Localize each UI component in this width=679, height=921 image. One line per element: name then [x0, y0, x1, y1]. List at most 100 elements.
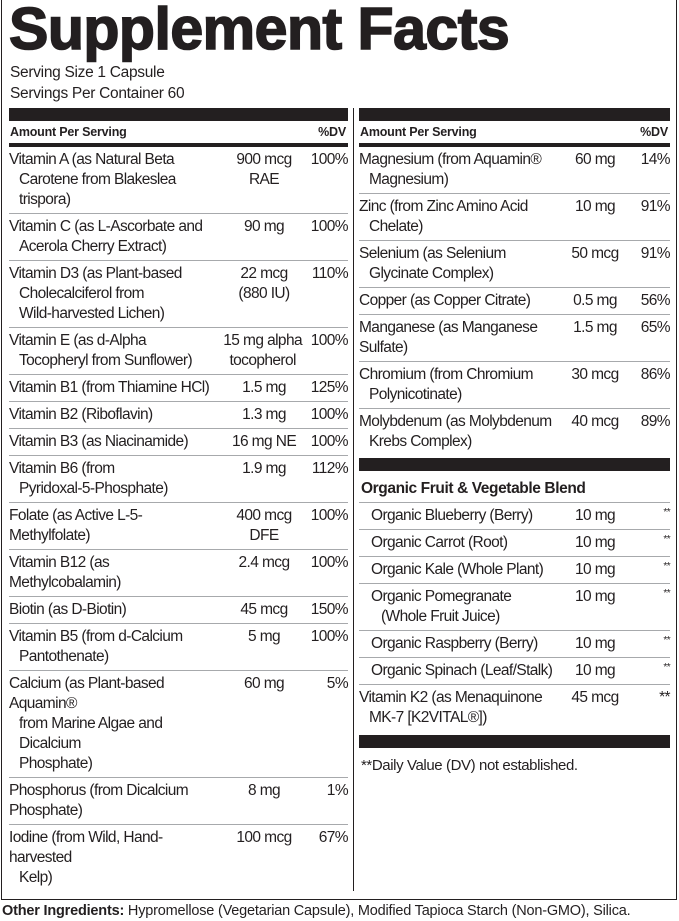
- nutrient-name: Calcium (as Plant-based Aquamin® from Mar…: [9, 674, 222, 774]
- nutrient-dv: **: [663, 534, 670, 545]
- nutrient-row: Organic Spinach (Leaf/Stalk) 10 mg **: [359, 658, 671, 684]
- nutrient-amount: 8 mg: [222, 781, 302, 821]
- dv-label: %DV: [318, 125, 346, 139]
- nutrient-amount: 900 mcg RAE: [222, 150, 302, 210]
- nutrient-amount: 400 mcg DFE: [222, 506, 302, 546]
- nutrient-dv: **: [663, 662, 670, 673]
- nutrient-amount: 0.5 mg: [558, 291, 628, 311]
- nutrient-name-line: Krebs Complex): [369, 433, 472, 450]
- right-column: Amount Per Serving %DV Magnesium (from A…: [354, 108, 671, 891]
- nutrient-row: Iodine (from Wild, Hand-harvested Kelp) 10…: [9, 825, 349, 891]
- nutrient-amount: 45 mcg: [558, 688, 628, 728]
- nutrient-name-line: Folate (as Active L-5-Methylfolate): [9, 507, 143, 544]
- amount-line: 2.4 mcg: [238, 554, 291, 571]
- nutrient-name-line: Organic Kale (Whole Plant): [371, 561, 544, 578]
- nutrient-name-line: Biotin (as D-Biotin): [9, 601, 127, 618]
- nutrient-name-line: MK-7 [K2VITAL®]): [369, 709, 487, 726]
- nutrient-amount: 30 mcg: [558, 365, 628, 405]
- amount-line: 1.5 mg: [573, 319, 617, 336]
- nutrient-name: Iodine (from Wild, Hand-harvested Kelp): [9, 828, 222, 888]
- amount-line: 40 mcg: [571, 413, 619, 430]
- nutrient-name-line: Vitamin B12 (as Methylcobalamin): [9, 554, 121, 591]
- nutrient-dv: 89%: [640, 413, 671, 430]
- amount-line: 16 mg NE: [231, 433, 297, 450]
- amount-line: 22 mcg: [240, 265, 288, 282]
- supplement-facts-panel: Supplement Facts Serving Size 1 Capsule …: [1, 0, 677, 900]
- nutrient-name: Vitamin A (as Natural Beta Carotene from …: [9, 150, 222, 210]
- amount-line: 60 mg: [243, 675, 285, 692]
- nutrient-row: Manganese (as Manganese Sulfate) 1.5 mg 65…: [359, 315, 671, 362]
- nutrient-name: Biotin (as D-Biotin): [9, 600, 222, 620]
- column-header: Amount Per Serving %DV: [9, 121, 348, 143]
- nutrient-name-line: Kelp): [19, 869, 53, 886]
- amount-per-serving-label: Amount Per Serving: [360, 125, 477, 139]
- footnote: **Daily Value (DV) not established.: [361, 757, 578, 774]
- nutrient-row: Vitamin B12 (as Methylcobalamin) 2.4 mcg 1…: [9, 550, 349, 597]
- nutrient-row: Magnesium (from Aquamin® Magnesium) 60 mg 1…: [359, 147, 671, 194]
- facts-columns: Amount Per Serving %DV Vitamin A (as Nat…: [9, 108, 671, 891]
- amount-line: 100 mcg: [236, 829, 292, 846]
- nutrient-name-line: Selenium (as Selenium: [359, 245, 506, 262]
- nutrient-row: Vitamin B6 (from Pyridoxal-5-Phosphate) 1.…: [9, 456, 349, 503]
- nutrient-name-line: Vitamin A (as Natural Beta: [9, 151, 175, 168]
- nutrient-dv: 91%: [640, 198, 671, 215]
- nutrient-row: Calcium (as Plant-based Aquamin® from Mar…: [9, 671, 349, 778]
- nutrient-row: Chromium (from Chromium Polynicotinate) 30…: [359, 362, 671, 409]
- nutrient-dv: **: [663, 635, 670, 646]
- nutrient-dv: 67%: [318, 829, 349, 846]
- nutrient-row: Biotin (as D-Biotin) 45 mcg 150%: [9, 597, 349, 624]
- nutrient-name: Organic Spinach (Leaf/Stalk): [359, 661, 558, 681]
- nutrient-list-right: Magnesium (from Aquamin® Magnesium) 60 mg 1…: [359, 147, 671, 455]
- amount-line: 10 mg: [574, 588, 616, 605]
- amount-line: 1.9 mg: [242, 460, 286, 477]
- nutrient-amount: 50 mcg: [558, 244, 628, 284]
- nutrient-row: Phosphorus (from Dicalcium Phosphate) 8 m…: [9, 778, 349, 825]
- nutrient-dv: 91%: [640, 245, 671, 262]
- blend-title: Organic Fruit & Vegetable Blend: [359, 471, 670, 503]
- nutrient-row: Vitamin E (as d-Alpha Tocopheryl from Sun…: [9, 328, 349, 375]
- other-ingredients: Other Ingredients: Hypromellose (Vegetar…: [2, 902, 679, 921]
- nutrient-name: Vitamin B1 (from Thiamine HCl): [9, 378, 222, 398]
- nutrient-row: Copper (as Copper Citrate) 0.5 mg 56%: [359, 288, 671, 315]
- nutrient-amount: 10 mg: [558, 560, 628, 580]
- other-ingredients-label: Other Ingredients:: [2, 903, 125, 919]
- nutrient-dv: 150%: [310, 601, 349, 618]
- nutrient-name: Molybdenum (as Molybdenum Krebs Complex): [359, 412, 558, 452]
- amount-line: 8 mg: [247, 782, 281, 799]
- nutrient-name: Organic Carrot (Root): [359, 533, 558, 553]
- nutrient-name-line: Calcium (as Plant-based Aquamin®: [9, 675, 165, 712]
- nutrient-name-line: Magnesium): [369, 171, 449, 188]
- nutrient-row: Vitamin C (as L-Ascorbate and Acerola Che…: [9, 214, 349, 261]
- nutrient-dv: 65%: [640, 319, 671, 336]
- nutrient-name-line: Organic Pomegranate: [371, 588, 512, 605]
- nutrient-name-line: Manganese (as Manganese Sulfate): [359, 319, 538, 356]
- nutrient-name-line: Chelate): [369, 218, 423, 235]
- nutrient-amount: 60 mg: [222, 674, 302, 774]
- nutrient-amount: 15 mg alpha tocopherol: [219, 331, 302, 371]
- nutrient-name: Folate (as Active L-5-Methylfolate): [9, 506, 222, 546]
- nutrient-name-line: Glycinate Complex): [369, 265, 494, 282]
- amount-line: 1.5 mg: [242, 379, 286, 396]
- nutrient-amount: 60 mg: [558, 150, 628, 190]
- nutrient-name-line: Pyridoxal-5-Phosphate): [19, 480, 168, 497]
- nutrient-dv: 100%: [310, 554, 349, 571]
- serving-size: Serving Size 1 Capsule: [10, 64, 165, 81]
- nutrient-name-line: Vitamin D3 (as Plant-based: [9, 265, 182, 282]
- nutrient-row: Zinc (from Zinc Amino Acid Chelate) 10 mg 9…: [359, 194, 671, 241]
- nutrient-name: Phosphorus (from Dicalcium Phosphate): [9, 781, 222, 821]
- nutrient-amount: 10 mg: [558, 661, 628, 681]
- nutrient-dv: 86%: [640, 366, 671, 383]
- nutrient-name-line: Zinc (from Zinc Amino Acid: [359, 198, 528, 215]
- nutrient-dv: 5%: [326, 675, 349, 692]
- nutrient-name-line: (Whole Fruit Juice): [381, 608, 500, 625]
- nutrient-row: Vitamin K2 (as Menaquinone MK-7 [K2VITAL®…: [359, 685, 671, 731]
- section-bar: [359, 458, 670, 471]
- nutrient-row: Vitamin B3 (as Niacinamide) 16 mg NE 100%: [9, 429, 349, 456]
- nutrient-name: Organic Blueberry (Berry): [359, 506, 558, 526]
- amount-line: 15 mg alpha: [223, 332, 302, 349]
- nutrient-name: Magnesium (from Aquamin® Magnesium): [359, 150, 558, 190]
- nutrient-row: Vitamin A (as Natural Beta Carotene from …: [9, 147, 349, 214]
- nutrient-name: Vitamin B2 (Riboflavin): [9, 405, 222, 425]
- nutrient-amount: 1.5 mg: [558, 318, 628, 358]
- amount-line: 45 mcg: [571, 689, 619, 706]
